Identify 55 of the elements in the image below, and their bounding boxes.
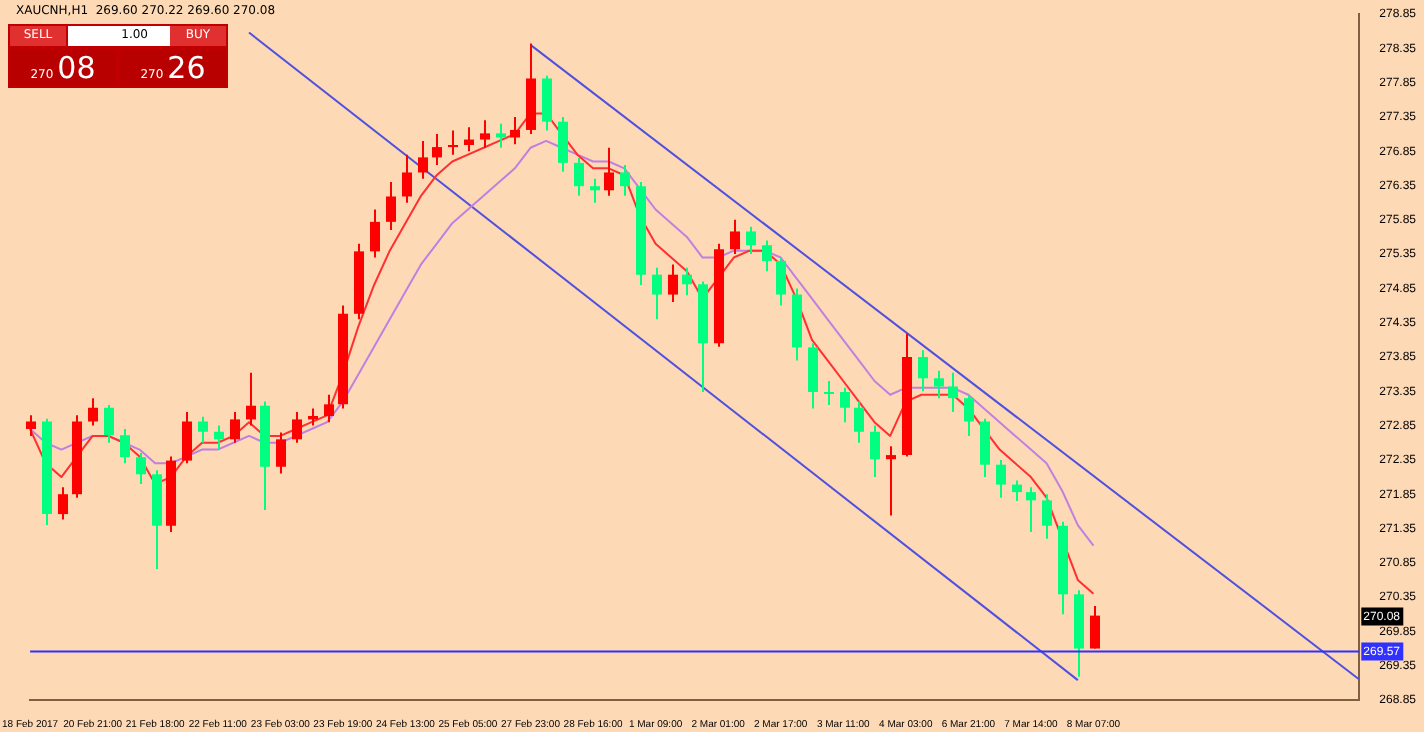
candlestick [246, 371, 256, 427]
candlestick [558, 115, 568, 173]
candlestick [854, 400, 864, 444]
candlestick [746, 225, 756, 256]
candlestick [88, 397, 98, 427]
candlestick [574, 157, 584, 197]
candlestick [1026, 486, 1036, 533]
candlestick [370, 208, 380, 259]
candlestick [58, 486, 68, 521]
candlestick [886, 445, 896, 517]
annotation: 26 [167, 50, 206, 86]
candlestick [496, 122, 506, 149]
candlestick [120, 428, 130, 465]
candlestick [292, 410, 302, 444]
candlestick [1012, 479, 1022, 503]
candlestick [542, 74, 552, 132]
candlestick [480, 119, 490, 149]
candlestick [1042, 493, 1052, 540]
candlestick [276, 431, 286, 475]
candlestick [230, 410, 240, 444]
candlestick [948, 371, 958, 413]
candlestick [824, 380, 834, 407]
candlestick [964, 393, 974, 437]
candlestick [1090, 605, 1100, 650]
candlestick [386, 181, 396, 232]
candlestick [432, 133, 442, 166]
candlestick [870, 424, 880, 479]
candlestick [652, 266, 662, 321]
candlestick [918, 349, 928, 393]
candlestick [198, 415, 208, 444]
candlestick [668, 263, 678, 304]
annotation: 08 [57, 50, 96, 86]
candlestick [620, 163, 630, 197]
candlestick [776, 256, 786, 307]
candlestick [214, 424, 224, 451]
candlestick [730, 218, 740, 256]
candlestick [26, 414, 36, 437]
candlestick [448, 129, 458, 156]
candlestick [136, 452, 146, 485]
candlestick [182, 410, 192, 465]
candlestick [682, 266, 692, 297]
candlestick [402, 153, 412, 204]
candlestick [604, 146, 614, 197]
candlestick [808, 342, 818, 410]
candlestick [324, 393, 334, 424]
candlestick [510, 115, 520, 146]
candlestick [418, 139, 428, 180]
candlestick [840, 386, 850, 424]
candlestick [980, 417, 990, 479]
candlestick [104, 404, 114, 444]
candlestick [464, 126, 474, 153]
candlestick [934, 369, 944, 400]
candlestick [996, 458, 1006, 499]
candlestick [762, 239, 772, 273]
candlestick [590, 177, 600, 204]
